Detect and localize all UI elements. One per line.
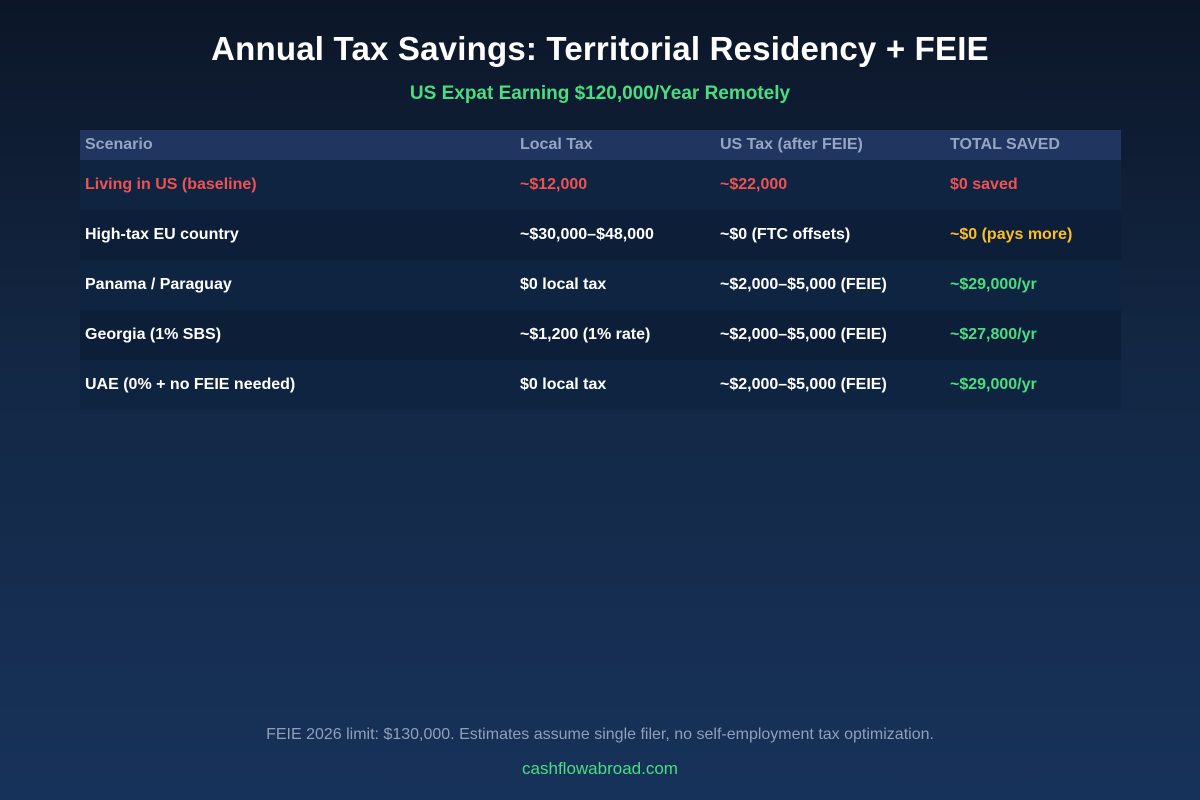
us-tax-cell: ~$2,000–$5,000 (FEIE): [720, 376, 887, 393]
total-saved-cell: $0 saved: [950, 176, 1018, 193]
local-tax-cell: ~$1,200 (1% rate): [520, 326, 651, 343]
table-header-row: Scenario Local Tax US Tax (after FEIE) T…: [80, 130, 1121, 160]
table-row: Georgia (1% SBS) ~$1,200 (1% rate) ~$2,000…: [80, 310, 1121, 360]
table-row: Panama / Paraguay $0 local tax ~$2,000–$5,…: [80, 260, 1121, 310]
scenario-cell: UAE (0% + no FEIE needed): [85, 376, 296, 393]
scenario-cell: Panama / Paraguay: [85, 276, 232, 293]
local-tax-cell: ~$30,000–$48,000: [520, 226, 654, 243]
column-header-total-saved: TOTAL SAVED: [950, 136, 1060, 153]
column-header-scenario: Scenario: [85, 136, 153, 153]
total-saved-cell: ~$0 (pays more): [950, 226, 1073, 243]
chart-subtitle: US Expat Earning $120,000/Year Remotely: [409, 83, 791, 104]
savings-table: Scenario Local Tax US Tax (after FEIE) T…: [80, 130, 1121, 410]
local-tax-cell: $0 local tax: [520, 276, 607, 293]
us-tax-cell: ~$2,000–$5,000 (FEIE): [720, 276, 887, 293]
scenario-cell: Georgia (1% SBS): [85, 326, 222, 343]
footnote: FEIE 2026 limit: $130,000. Estimates ass…: [266, 726, 934, 743]
table-row: Living in US (baseline) ~$12,000 ~$22,000 $…: [80, 160, 1121, 210]
table-row: High-tax EU country ~$30,000–$48,000 ~$0 (…: [80, 210, 1121, 260]
local-tax-cell: ~$12,000: [520, 176, 588, 193]
us-tax-cell: ~$22,000: [720, 176, 788, 193]
total-saved-cell: ~$27,800/yr: [950, 326, 1037, 343]
local-tax-cell: $0 local tax: [520, 376, 607, 393]
scenario-cell: High-tax EU country: [85, 226, 239, 243]
total-saved-cell: ~$29,000/yr: [950, 376, 1037, 393]
us-tax-cell: ~$0 (FTC offsets): [720, 226, 851, 243]
scenario-cell: Living in US (baseline): [85, 176, 257, 193]
table-row: UAE (0% + no FEIE needed) $0 local tax ~$2…: [80, 360, 1121, 410]
column-header-local-tax: Local Tax: [520, 136, 593, 153]
chart-title: Annual Tax Savings: Territorial Residenc…: [211, 30, 989, 67]
source-link[interactable]: cashflowabroad.com: [522, 759, 678, 778]
column-header-us-tax: US Tax (after FEIE): [720, 136, 863, 153]
us-tax-cell: ~$2,000–$5,000 (FEIE): [720, 326, 887, 343]
total-saved-cell: ~$29,000/yr: [950, 276, 1037, 293]
